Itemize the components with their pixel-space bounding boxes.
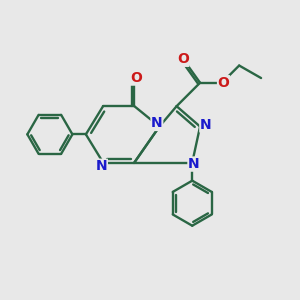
- Text: N: N: [96, 159, 107, 173]
- Text: O: O: [130, 71, 142, 85]
- Text: N: N: [200, 118, 212, 132]
- Text: O: O: [218, 76, 230, 90]
- Text: N: N: [151, 116, 163, 130]
- Text: O: O: [177, 52, 189, 66]
- Text: N: N: [188, 157, 200, 171]
